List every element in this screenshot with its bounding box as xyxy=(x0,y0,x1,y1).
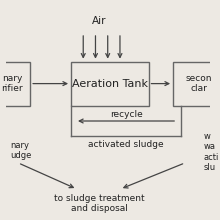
Text: nary
rifier: nary rifier xyxy=(1,74,23,93)
Text: secon
clar: secon clar xyxy=(185,74,212,93)
Text: w
wa
acti
slu: w wa acti slu xyxy=(204,132,219,172)
Text: to sludge treatment
and disposal: to sludge treatment and disposal xyxy=(54,194,145,213)
Text: Air: Air xyxy=(92,16,107,26)
Bar xyxy=(0,62,30,106)
Text: nary
udge: nary udge xyxy=(10,141,31,160)
Bar xyxy=(173,62,220,106)
Text: activated sludge: activated sludge xyxy=(88,140,164,149)
Text: Aeration Tank: Aeration Tank xyxy=(72,79,148,89)
Bar xyxy=(71,62,148,106)
Text: recycle: recycle xyxy=(110,110,143,119)
